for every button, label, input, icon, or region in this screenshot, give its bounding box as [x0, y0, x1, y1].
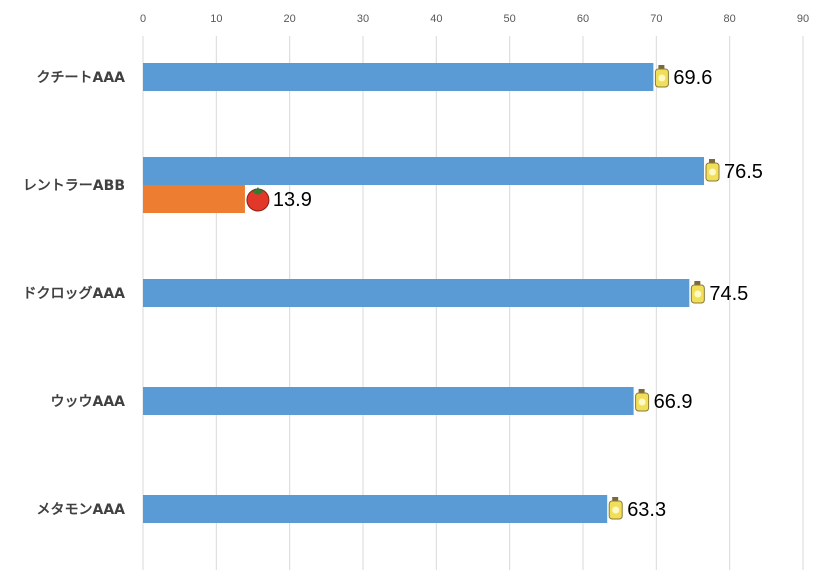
data-label: 76.5: [724, 161, 763, 183]
data-label: 66.9: [654, 391, 693, 413]
bar-series-1: [143, 157, 704, 185]
data-label: 63.3: [627, 499, 666, 521]
x-tick-label: 60: [577, 13, 589, 25]
bars: [143, 63, 704, 523]
x-tick-label: 80: [724, 13, 736, 25]
bar-series-2: [143, 185, 245, 213]
honey-jar-icon: [654, 65, 669, 88]
x-tick-label: 50: [504, 13, 516, 25]
x-tick-label: 10: [210, 13, 222, 25]
category-label: メタモンAAA: [36, 502, 125, 518]
honey-jar-icon: [705, 159, 720, 182]
category-labels: クチートAAA レントラーABB ドクロッグAAA ウッウAAA メタモンAAA: [22, 70, 125, 518]
x-tick-label: 30: [357, 13, 369, 25]
data-label: 69.6: [673, 67, 712, 89]
category-label: ウッウAAA: [50, 394, 125, 410]
x-tick-label: 90: [797, 13, 809, 25]
bar-series-1: [143, 387, 634, 415]
bar-series-1: [143, 63, 654, 91]
honey-jar-icon: [608, 497, 623, 520]
x-axis-ticks: 0 10 20 30 40 50 60 70 80 90: [140, 13, 809, 25]
honey-jar-icon: [635, 389, 650, 412]
x-tick-label: 70: [650, 13, 662, 25]
x-tick-label: 40: [430, 13, 442, 25]
honey-jar-icon: [690, 281, 705, 304]
tomato-icon: [246, 187, 270, 212]
data-labels: 69.6 76.5 13.9 74.5 66.9 63.3: [246, 65, 763, 521]
data-label: 13.9: [273, 189, 312, 211]
x-tick-label: 20: [284, 13, 296, 25]
bar-series-1: [143, 279, 690, 307]
bar-series-1: [143, 495, 608, 523]
category-label: ドクロッグAAA: [22, 285, 125, 302]
data-label: 74.5: [709, 283, 748, 305]
category-label: クチートAAA: [36, 70, 125, 86]
category-label: レントラーABB: [23, 178, 125, 194]
x-tick-label: 0: [140, 13, 146, 25]
